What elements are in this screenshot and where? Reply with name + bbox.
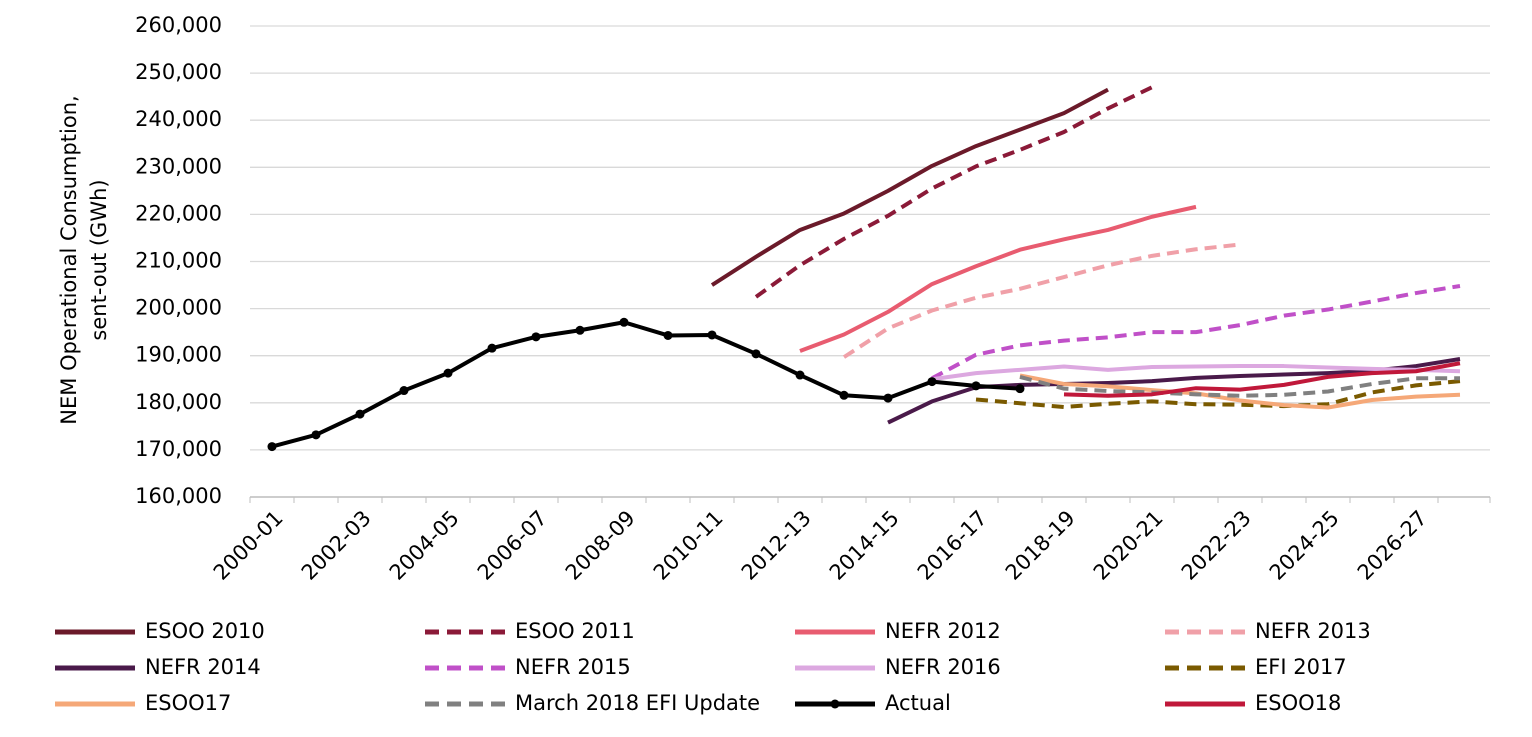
legend-label: March 2018 EFI Update [515,691,760,715]
x-tick-label: 2004-05 [385,506,464,585]
y-axis-label: sent-out (GWh) [87,179,111,340]
legend-label: NEFR 2015 [515,655,631,679]
data-point [795,370,805,380]
legend-label: ESOO18 [1255,691,1341,715]
y-axis-label: NEM Operational Consumption, [57,95,81,424]
legend-label: ESOO 2010 [145,619,265,643]
series-line [975,379,1461,410]
data-point [883,393,893,403]
x-tick-label: 2010-11 [649,506,728,585]
x-tick-label: 2020-21 [1089,506,1168,585]
data-point [751,349,761,359]
data-point [707,330,717,340]
data-point [487,343,497,353]
series-line [1019,373,1461,410]
x-tick-label: 2002-03 [297,506,376,585]
data-point [443,368,453,378]
data-point [531,332,541,342]
series-line [799,204,1197,353]
y-tick-label: 250,000 [135,60,222,84]
x-tick-label: 2014-15 [825,506,904,585]
series-line [754,85,1153,299]
data-point [575,325,585,335]
series-line [1063,361,1461,398]
legend-label: ESOO17 [145,691,231,715]
legend-label: NEFR 2016 [885,655,1001,679]
y-tick-label: 230,000 [135,154,222,178]
legend-marker [830,699,840,709]
data-point [971,381,981,391]
x-tick-label: 2012-13 [737,506,816,585]
series-line [1019,374,1460,398]
data-point [619,317,629,327]
data-point [663,330,673,340]
series-line [842,242,1241,359]
y-tick-label: 210,000 [135,249,222,273]
data-point [267,442,277,452]
series-line [271,320,1021,449]
data-point [927,377,937,387]
y-tick-label: 180,000 [135,390,222,414]
y-tick-label: 170,000 [135,437,222,461]
x-tick-label: 2008-09 [561,506,640,585]
series-line [931,284,1461,381]
y-tick-label: 220,000 [135,201,222,225]
legend-label: NEFR 2012 [885,619,1001,643]
legend-label: EFI 2017 [1255,655,1347,679]
legend-label: Actual [885,691,951,715]
x-tick-label: 2018-19 [1001,506,1080,585]
x-tick-label: 2026-27 [1353,506,1432,585]
data-point [1015,384,1025,394]
x-tick-label: 2000-01 [209,506,288,585]
x-tick-label: 2006-07 [473,506,552,585]
legend-label: NEFR 2013 [1255,619,1371,643]
data-point [839,390,849,400]
y-tick-label: 240,000 [135,107,222,131]
x-tick-label: 2016-17 [913,506,992,585]
series-line [931,364,1461,382]
x-tick-label: 2024-25 [1265,506,1344,585]
x-tick-label: 2022-23 [1177,506,1256,585]
y-tick-label: 260,000 [135,13,222,37]
data-point [355,409,365,419]
data-point [311,430,321,440]
legend-label: ESOO 2011 [515,619,635,643]
legend-label: NEFR 2014 [145,655,261,679]
series-line [710,87,1109,287]
y-tick-label: 200,000 [135,296,222,320]
data-point [399,386,409,396]
y-tick-label: 160,000 [135,484,222,508]
y-tick-label: 190,000 [135,343,222,367]
